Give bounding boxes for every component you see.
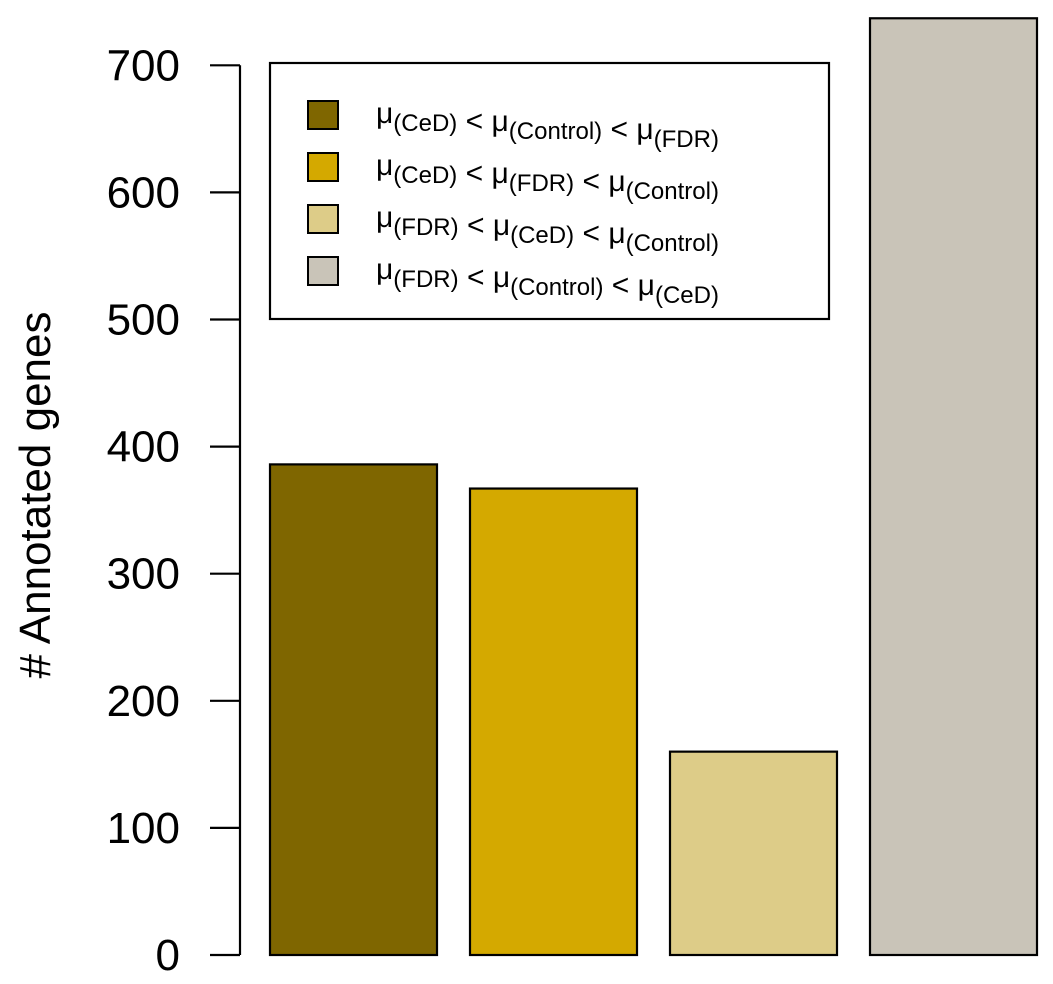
legend-swatch-1 [307,100,339,130]
y-tick-label: 200 [107,677,180,726]
y-tick-label: 700 [107,41,180,90]
y-tick-label: 0 [156,931,180,980]
y-axis: 0 100 200 300 400 500 600 700 [107,41,242,980]
bar-2 [468,487,639,957]
y-tick-label: 400 [107,423,180,472]
legend: μ(CeD) < μ(Control) < μ(FDR)μ(CeD) < μ(F… [268,61,831,321]
legend-swatch-4 [307,256,339,286]
bar-1 [268,463,439,957]
legend-label-1: μ(CeD) < μ(Control) < μ(FDR) [376,97,719,153]
legend-swatch-3 [307,204,339,234]
y-tick-label: 100 [107,804,180,853]
legend-swatch-2 [307,152,339,182]
bar-3 [668,750,839,957]
legend-box [268,61,831,321]
legend-label-2: μ(CeD) < μ(FDR) < μ(Control) [376,149,719,205]
bar-4 [868,17,1039,957]
legend-label-4: μ(FDR) < μ(Control) < μ(CeD) [376,253,719,309]
y-tick-label: 600 [107,168,180,217]
bars-layer [268,17,1039,957]
y-tick-label: 300 [107,550,180,599]
legend-label-3: μ(FDR) < μ(CeD) < μ(Control) [376,201,719,257]
y-axis-title: # Annotated genes [11,312,60,679]
y-tick-label: 500 [107,296,180,345]
